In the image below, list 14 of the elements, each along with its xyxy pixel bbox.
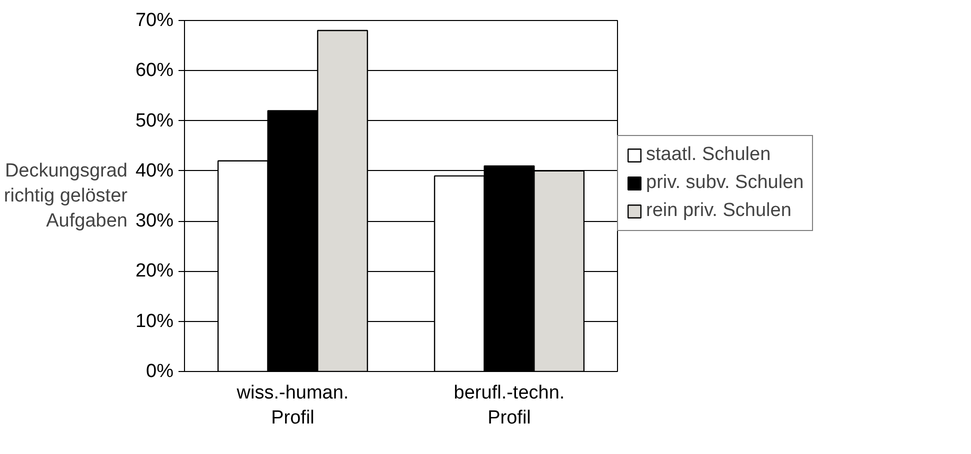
y-tick-label: 60% [135, 60, 174, 82]
y-axis-title: Deckungsgrad richtig gelöster Aufgaben [4, 160, 128, 232]
legend-label: rein priv. Schulen [646, 200, 792, 222]
legend-label: priv. subv. Schulen [646, 172, 804, 194]
x-tick-label: wiss.-human. Profil [236, 382, 349, 429]
y-tick-label: 30% [135, 210, 174, 232]
x-tick-label: berufl.-techn. Profil [454, 382, 565, 429]
y-tick-label: 70% [135, 10, 174, 31]
y-tick-label: 50% [135, 110, 174, 132]
y-tick-label: 0% [146, 361, 174, 382]
y-tick-label: 10% [135, 310, 174, 332]
y-tick-label: 40% [135, 160, 174, 182]
y-tick-label: 20% [135, 260, 174, 282]
legend-label: staatl. Schulen [646, 144, 771, 166]
